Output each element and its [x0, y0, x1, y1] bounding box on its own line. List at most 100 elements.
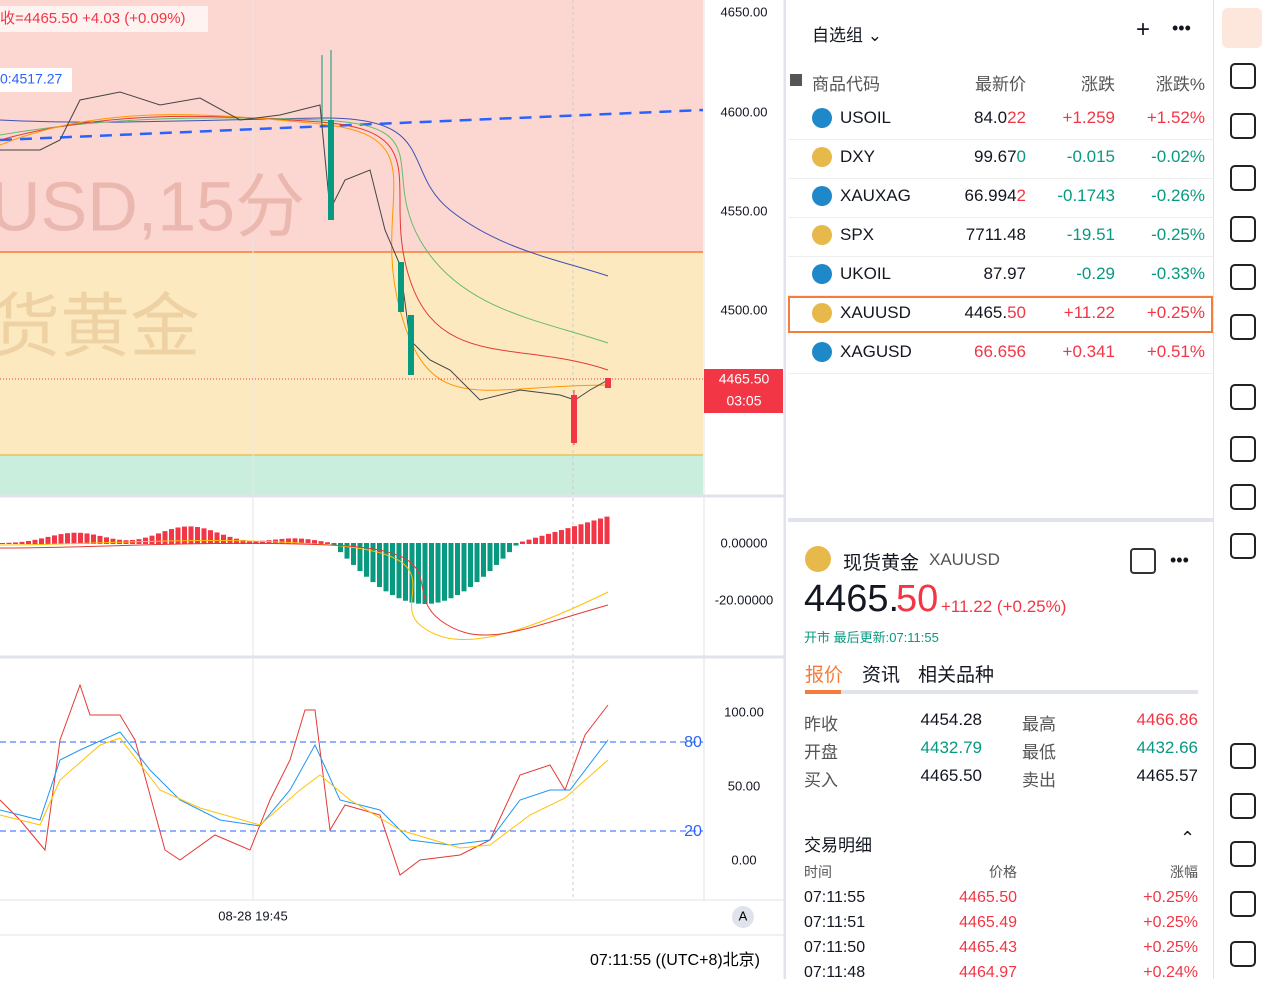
- macd-bar: [377, 543, 382, 587]
- toolbar-icon[interactable]: [1230, 484, 1256, 510]
- toolbar-icon[interactable]: [1230, 384, 1256, 410]
- macd-bar: [442, 543, 447, 601]
- macd-bar: [461, 543, 467, 592]
- candle: [571, 395, 577, 443]
- more-button[interactable]: •••: [1170, 550, 1189, 570]
- row[interactable]: [788, 257, 1213, 296]
- macd-bar: [481, 543, 486, 577]
- rsi-level-label: 80: [684, 734, 702, 751]
- price-tail: 50: [1007, 303, 1026, 322]
- change-pct: +1.52%: [1146, 108, 1205, 127]
- symbol[interactable]: USOIL: [840, 108, 892, 127]
- watchlist-title[interactable]: 自选组 ⌄: [812, 26, 882, 45]
- symbol[interactable]: XAUUSD: [840, 303, 911, 322]
- stat-label: 买入: [804, 771, 838, 790]
- price-tail: 22: [1007, 108, 1026, 127]
- price: 66.9942: [965, 186, 1026, 206]
- trades-header: 时间: [804, 864, 832, 880]
- macd-bar: [305, 539, 311, 544]
- price-main: 84.0: [973, 108, 1008, 127]
- macd-bar: [240, 539, 246, 544]
- symbol[interactable]: DXY: [840, 147, 875, 166]
- trade-cell: 07:11:48: [804, 964, 866, 981]
- row[interactable]: [788, 218, 1213, 257]
- legend-bg: [0, 6, 208, 32]
- tab[interactable]: 报价: [805, 665, 844, 686]
- macd-bar: [429, 543, 434, 604]
- macd-bar: [214, 532, 220, 544]
- row[interactable]: [788, 140, 1213, 179]
- toolbar-icon[interactable]: [1230, 63, 1256, 89]
- toolbar-icon[interactable]: [1230, 841, 1256, 867]
- change-pct: -0.25%: [1151, 225, 1205, 244]
- price-tick: 4650.00: [721, 4, 768, 19]
- price-main: 7711.48: [965, 225, 1026, 244]
- clock: 07:11:55 ((UTC+8)北京): [590, 951, 760, 969]
- macd-bar: [188, 526, 194, 544]
- trades-header: 价格: [989, 864, 1017, 880]
- axis-mode-button[interactable]: [732, 906, 754, 928]
- row[interactable]: [788, 101, 1213, 140]
- symbol[interactable]: SPX: [840, 225, 875, 244]
- toolbar-icon[interactable]: [1230, 436, 1256, 462]
- row[interactable]: [788, 179, 1213, 218]
- trade-cell: +0.25%: [1143, 889, 1198, 906]
- change: -19.51: [1066, 225, 1115, 244]
- change-pct: -0.02%: [1151, 147, 1205, 166]
- watchlist-icon[interactable]: [1222, 8, 1262, 48]
- toolbar-icon[interactable]: [1230, 314, 1256, 340]
- macd-bar: [26, 541, 31, 544]
- trade-cell: 4465.43: [959, 939, 1017, 956]
- toolbar-icon[interactable]: [1230, 891, 1256, 917]
- toolbar-icon[interactable]: [1230, 533, 1256, 559]
- symbol[interactable]: XAGUSD: [840, 342, 912, 361]
- change-pct: +0.25%: [1146, 303, 1205, 322]
- price-dec: 50: [896, 578, 939, 620]
- macd-bar: [208, 530, 213, 544]
- stat-value: 4465.57: [1136, 766, 1198, 785]
- macd-bar: [494, 543, 499, 565]
- macd-bar: [19, 541, 25, 544]
- tab[interactable]: 资讯: [862, 665, 901, 686]
- symbol[interactable]: UKOIL: [840, 264, 892, 283]
- more-button[interactable]: •••: [1172, 18, 1191, 38]
- price-tick: 4600.00: [721, 104, 768, 119]
- change: +0.341: [1062, 342, 1115, 361]
- rsi-line: [0, 731, 609, 846]
- row[interactable]: [788, 335, 1213, 374]
- toolbar-icon[interactable]: [1230, 165, 1256, 191]
- price: 7711.48: [966, 225, 1026, 245]
- macd-bar: [572, 526, 577, 544]
- signal-line: [0, 542, 609, 636]
- macd-bar: [396, 543, 402, 599]
- watchlist-title-text[interactable]: 自选组: [812, 26, 863, 45]
- add-button[interactable]: +: [1136, 16, 1151, 43]
- price-tick: 4550.00: [721, 203, 768, 218]
- macd-bar: [500, 543, 506, 559]
- axis-mode[interactable]: A: [739, 908, 748, 923]
- symbol[interactable]: XAUXAG: [840, 186, 911, 205]
- toolbar-icon[interactable]: [1230, 793, 1256, 819]
- row[interactable]: [788, 296, 1213, 333]
- collapse-button[interactable]: ⌃: [1180, 828, 1196, 848]
- symbol-icon: [812, 342, 832, 362]
- stat-label: 最低: [1022, 743, 1056, 762]
- macd-bar: [201, 528, 207, 544]
- stat-label: 开盘: [804, 743, 838, 762]
- toolbar-icon[interactable]: [1230, 113, 1256, 139]
- macd-bar: [143, 537, 148, 544]
- toolbar-icon[interactable]: [1230, 941, 1256, 967]
- change: -0.015: [1066, 147, 1115, 166]
- edit-button[interactable]: [1130, 548, 1156, 574]
- tab[interactable]: 相关品种: [918, 665, 995, 686]
- symbol-icon: [812, 147, 832, 167]
- toolbar-icon[interactable]: [1230, 216, 1256, 242]
- toolbar-icon[interactable]: [1230, 743, 1256, 769]
- price-main: 4465.: [964, 303, 1008, 322]
- macd-bar: [383, 543, 389, 592]
- toolbar-icon[interactable]: [1230, 264, 1256, 290]
- column-header: 涨跌: [1081, 75, 1115, 94]
- label-bg: [0, 68, 72, 92]
- macd-bar: [318, 541, 324, 544]
- zone-yellow: [0, 252, 703, 455]
